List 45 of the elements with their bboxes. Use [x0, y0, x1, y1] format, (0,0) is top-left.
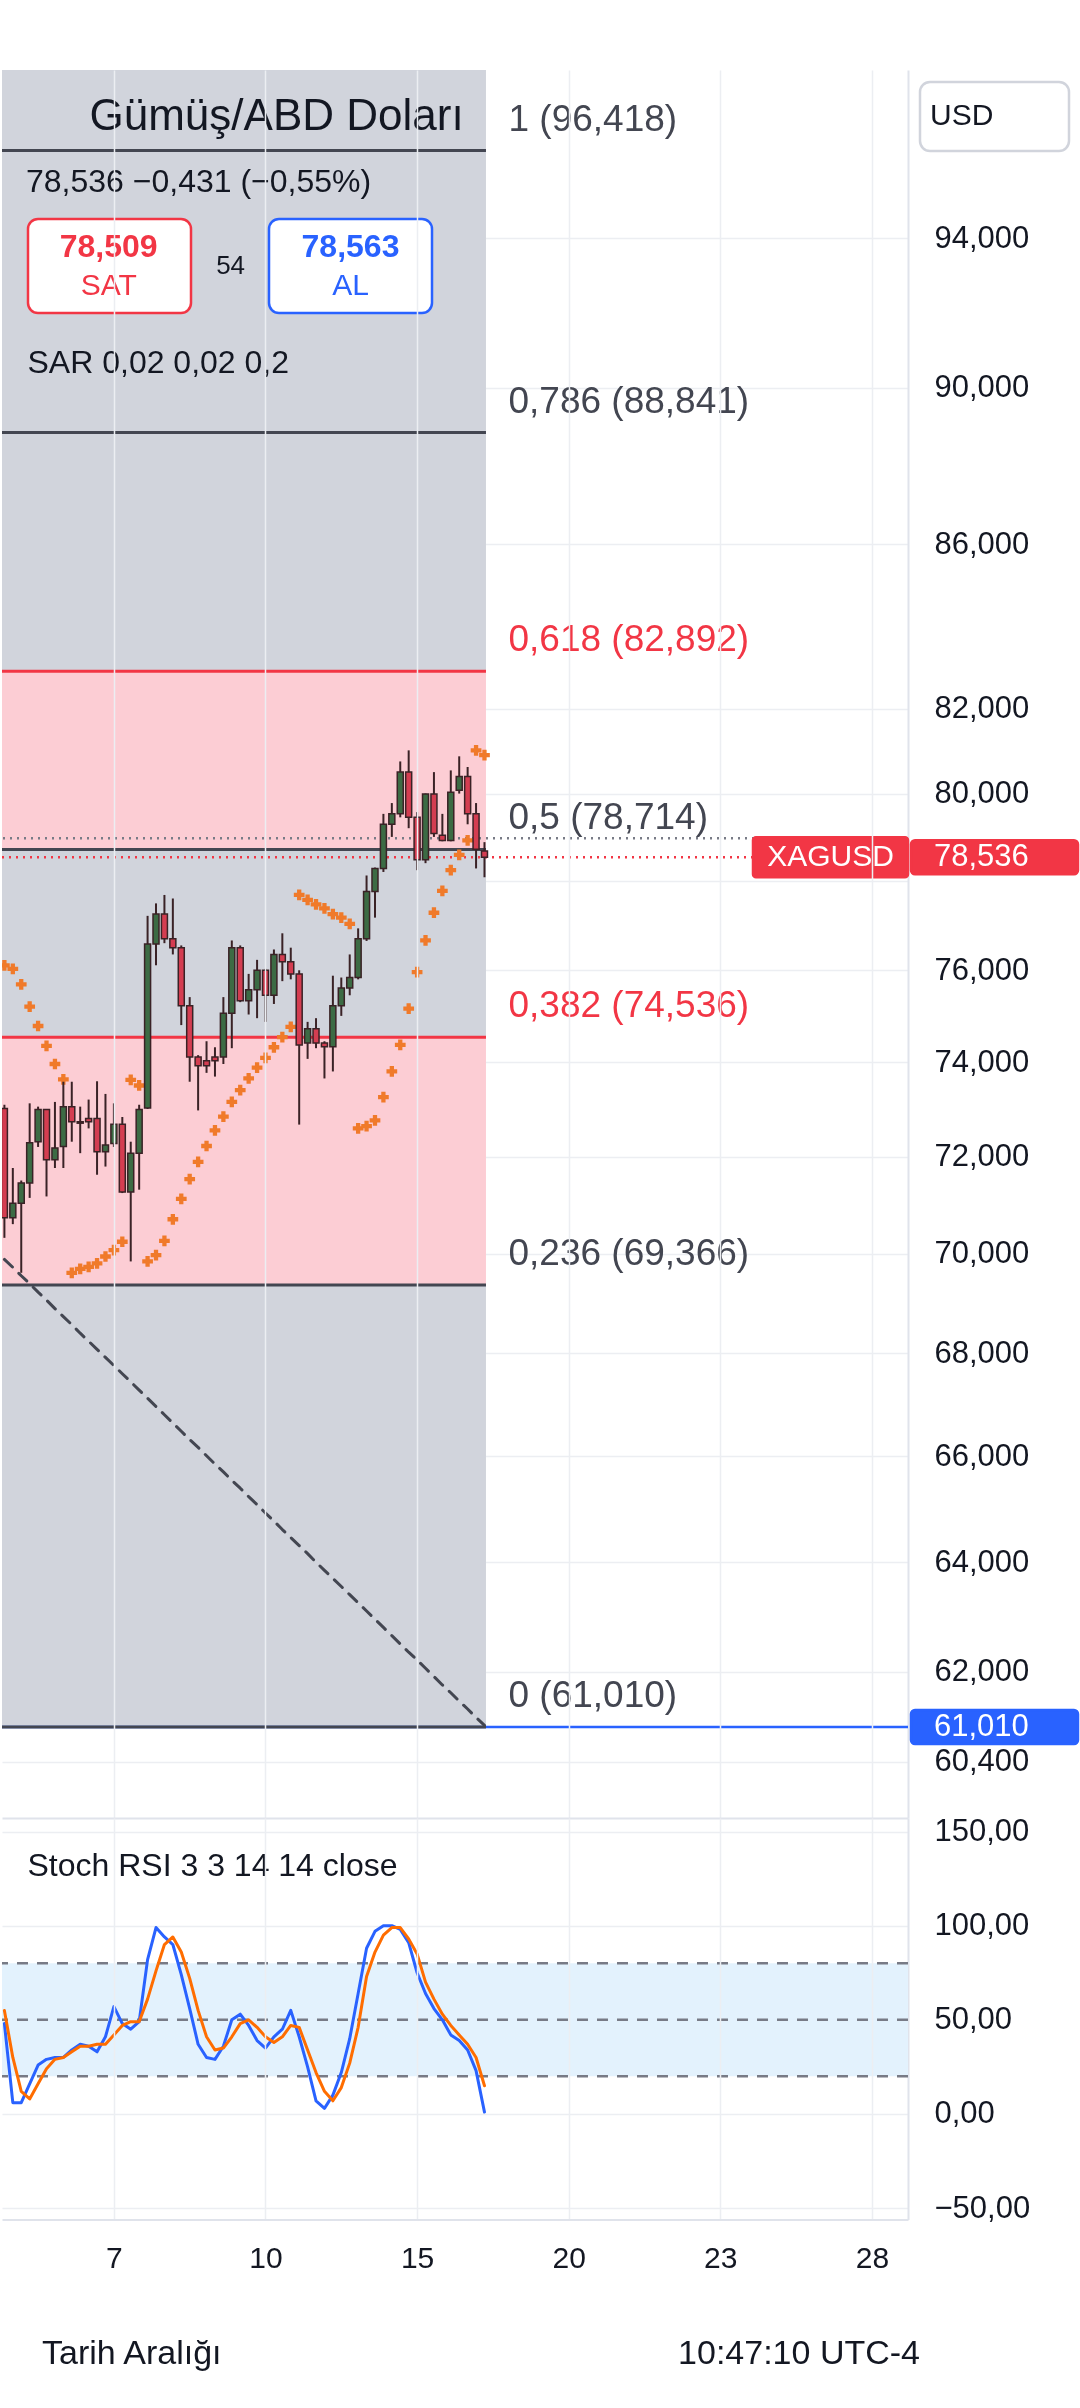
- text: USD: [930, 97, 994, 131]
- y-tick-label: 60,400: [934, 1743, 1030, 1779]
- y-tick-label: 76,000: [934, 951, 1030, 987]
- y-tick-label: 66,000: [934, 1437, 1030, 1473]
- y-tick-label: 0,00: [934, 2095, 995, 2131]
- y-tick-label: 86,000: [934, 525, 1030, 561]
- x-tick-label: 10: [249, 2240, 283, 2274]
- ref-line-label: 1 (96,418): [508, 97, 678, 139]
- annotation: SAT: [80, 268, 137, 301]
- x-tick-label: 7: [106, 2240, 123, 2274]
- y-tick-label: 94,000: [934, 219, 1030, 255]
- ref-line-label: 0 (61,010): [508, 1674, 678, 1716]
- annotation: SAR 0,02 0,02 0,2: [27, 343, 290, 380]
- text: Tarih Aralığı: [42, 2333, 222, 2371]
- text: 78,536 −0,431 (−0,55%): [26, 162, 372, 199]
- y-tick-label: 64,000: [934, 1543, 1030, 1579]
- text: 10:47:10 UTC-4: [678, 2333, 920, 2371]
- y-tick-label: 68,000: [934, 1334, 1030, 1370]
- annotation: 54: [216, 250, 246, 280]
- x-tick-label: 20: [552, 2240, 586, 2274]
- y-tick-label: 100,00: [934, 1907, 1030, 1943]
- x-tick-label: 23: [704, 2240, 738, 2274]
- ref-line-label: 0,786 (88,841): [508, 379, 750, 421]
- ref-line-label: 0,236 (69,366): [508, 1231, 750, 1273]
- annotation: 78,509: [59, 228, 158, 264]
- x-tick-label: 28: [855, 2240, 890, 2274]
- y-tick-label: 74,000: [934, 1043, 1030, 1079]
- annotation: AL: [332, 268, 369, 301]
- y-tick-label: 50,00: [934, 2001, 1013, 2037]
- ref-line-label: 0,5 (78,714): [508, 796, 709, 838]
- y-tick-label: 78,536: [934, 838, 1029, 874]
- y-tick-label: 62,000: [934, 1653, 1030, 1689]
- y-tick-label: 82,000: [934, 690, 1030, 726]
- annotation: 78,563: [301, 228, 400, 264]
- chart-title: Gümüş/ABD Doları: [89, 89, 464, 139]
- y-tick-label: 150,00: [934, 1813, 1030, 1849]
- y-tick-label: 61,010: [934, 1708, 1029, 1744]
- ref-line-label: 0,618 (82,892): [508, 618, 750, 660]
- y-tick-label: 70,000: [934, 1235, 1030, 1271]
- y-tick-label: 80,000: [934, 775, 1030, 811]
- y-tick-label: −50,00: [934, 2189, 1031, 2225]
- y-tick-label: 90,000: [934, 369, 1030, 405]
- x-tick-label: 15: [400, 2240, 435, 2274]
- y-tick-label: 72,000: [934, 1138, 1030, 1174]
- ref-line-label: 0,382 (74,536): [508, 984, 750, 1026]
